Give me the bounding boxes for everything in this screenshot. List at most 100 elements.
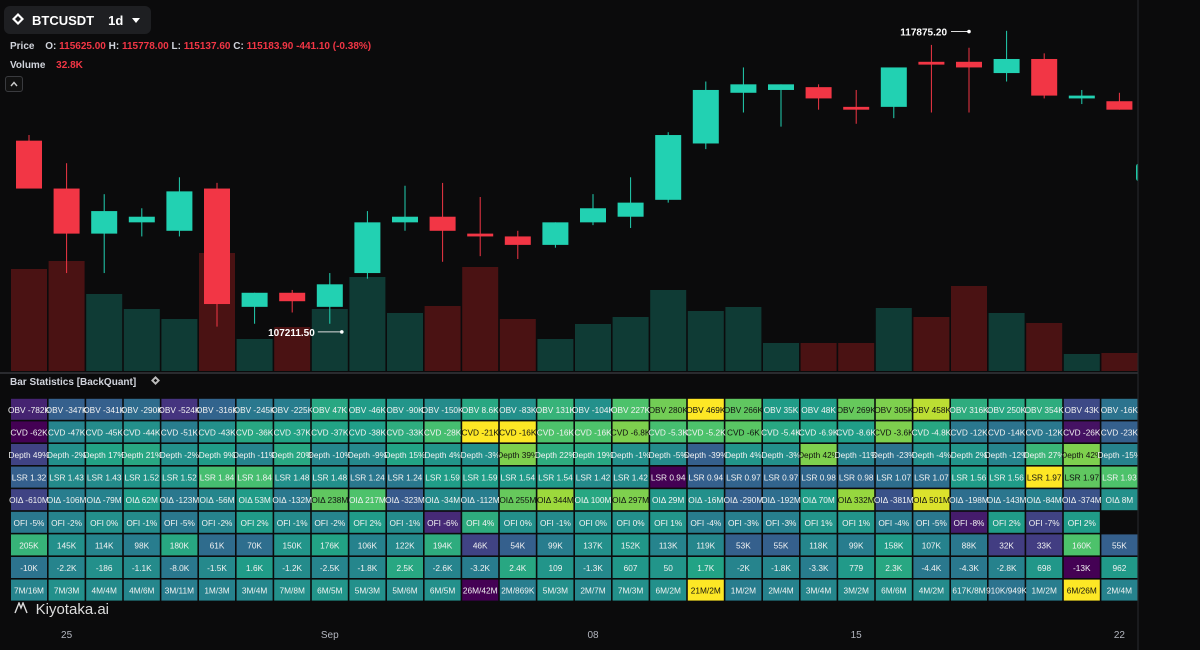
heat-cell-bg (199, 534, 235, 556)
heat-cell-label: 3M/11M (165, 586, 194, 596)
heat-cell-label: Depth 2% (951, 450, 988, 460)
heat-cell-label: OIΔ 344M (537, 495, 574, 505)
heat-cell-label: 32K (999, 540, 1014, 550)
heat-cell-label: OIΔ 100M (575, 495, 612, 505)
heat-cell-label: -1.8K (771, 563, 791, 573)
heat-cell: 2.5K (387, 557, 423, 578)
interval-label[interactable]: 1d (108, 12, 124, 28)
heat-cell: 6M/5M (424, 579, 461, 601)
heat-cell: Depth -11% (835, 444, 878, 465)
heat-cell-bg (575, 466, 611, 488)
heat-cell: -2.2K (48, 557, 85, 578)
low-marker-label: 107211.50 (268, 328, 315, 339)
heat-cell-label: OIΔ 332M (838, 495, 875, 505)
heat-cell: CVD -28K (424, 421, 462, 443)
heat-cell-bg (86, 489, 123, 511)
heat-cell: OBV 43K (1063, 398, 1100, 420)
heat-cell-label: LSR 1.32 (12, 473, 47, 483)
volume-bar (236, 339, 273, 371)
heat-cell: OIΔ 100M (575, 489, 612, 511)
heat-cell: OFI 2% (1063, 511, 1100, 533)
heat-cell-label: OBV 227K (611, 405, 651, 415)
heat-cell-label: -8.0K (169, 563, 189, 573)
heat-cell-bg (349, 421, 386, 443)
heat-cell-label: 61K (210, 540, 225, 550)
heat-cell-bg (199, 444, 235, 465)
heat-cell-label: OIΔ -123M (160, 495, 200, 505)
heat-cell-bg (387, 511, 423, 533)
heat-cell-bg (1063, 534, 1100, 556)
heat-cell-bg (123, 579, 160, 601)
heat-cell-bg (48, 511, 85, 533)
heat-cell-label: -10K (20, 563, 38, 573)
candle (617, 177, 644, 228)
heat-cell-bg (462, 466, 499, 488)
caret-down-icon[interactable] (131, 13, 141, 28)
heat-cell: CVD -33K (386, 421, 424, 443)
heat-cell-label: -13K (1073, 563, 1091, 573)
heat-cell: OFI -5% (913, 511, 950, 533)
heat-cell-label: OIΔ 238M (311, 495, 348, 505)
heat-cell-bg (537, 557, 574, 578)
heat-cell-bg (86, 511, 123, 533)
heat-cell-label: OFI -5% (14, 518, 46, 528)
heat-cell-bg (11, 444, 47, 465)
heat-cell-bg (725, 489, 762, 511)
heat-cell-label: LSR 1.24 (388, 473, 423, 483)
heat-cell-bg (650, 398, 687, 420)
heat-cell-bg (11, 489, 47, 511)
heat-cell-label: Depth 4% (424, 450, 461, 460)
heat-cell-label: LSR 1.59 (425, 473, 460, 483)
heat-cell-bg (763, 444, 799, 465)
heat-cell-label: 2M/4M (1107, 586, 1132, 596)
heat-cell-bg (349, 489, 386, 511)
heat-cell-bg (537, 444, 574, 465)
heat-cell-bg (763, 466, 799, 488)
heat-cell: 6M/6M (875, 579, 912, 601)
change-value: -441.10 (296, 41, 330, 52)
heat-cell: CVD -8.6K (836, 421, 876, 443)
heat-cell: 962 (1101, 557, 1138, 578)
heat-cell: -1.1K (123, 557, 160, 578)
candlesticks (16, 30, 1170, 327)
heat-cell-label: -2K (737, 563, 750, 573)
heat-cell: OFI -5% (161, 511, 198, 533)
collapse-legend-button[interactable] (5, 76, 23, 92)
heat-cell-bg (199, 398, 235, 420)
heat-cell: OFI 2% (236, 511, 273, 533)
heat-cell-label: OFI -4% (690, 518, 722, 528)
heat-cell-label: OBV -524K (158, 405, 200, 415)
heat-cell: Depth 21% (121, 444, 163, 465)
heat-cell-label: 1.7K (697, 563, 715, 573)
indicator-title-bar[interactable]: Bar Statistics [BackQuant] (10, 376, 160, 388)
heat-cell-bg (800, 579, 837, 601)
price-label: Price (10, 41, 35, 52)
heat-cell: LSR 1.24 (387, 466, 423, 488)
heat-cell-bg (650, 534, 687, 556)
heat-cell: 50 (650, 557, 687, 578)
heat-cell-bg (349, 398, 386, 420)
heat-cell: LSR 1.97 (1063, 466, 1100, 488)
heat-cell-label: OBV -104K (572, 405, 614, 415)
heat-cell-label: LSR 1.84 (200, 473, 235, 483)
heat-cell: Depth -23% (872, 444, 916, 465)
heat-cell: OIΔ -16M (687, 489, 724, 511)
heat-cell: OBV 131K (536, 398, 575, 420)
heat-cell-label: OIΔ 8M (1106, 495, 1134, 505)
heat-cell-label: LSR 1.97 (1065, 473, 1100, 483)
heat-cell: OFI -1% (123, 511, 160, 533)
heat-cell-label: Depth 42% (1061, 450, 1103, 460)
heat-cell-label: 7M/3M (618, 586, 643, 596)
heat-cell: LSR 0.94 (687, 466, 724, 488)
heat-cell-bg (349, 511, 386, 533)
heat-cell-label: OBV 8.6K (462, 405, 499, 415)
diamond-settings-icon[interactable] (150, 376, 160, 388)
symbol-selector[interactable]: BTCUSDT 1d (4, 6, 152, 34)
heat-cell-label: CVD -3.6K (874, 427, 914, 437)
heat-cell-label: LSR 1.48 (313, 473, 348, 483)
heat-cell-bg (838, 511, 875, 533)
heat-cell-bg (499, 511, 536, 533)
volume-bar (988, 313, 1025, 371)
pane-divider (0, 372, 1200, 374)
